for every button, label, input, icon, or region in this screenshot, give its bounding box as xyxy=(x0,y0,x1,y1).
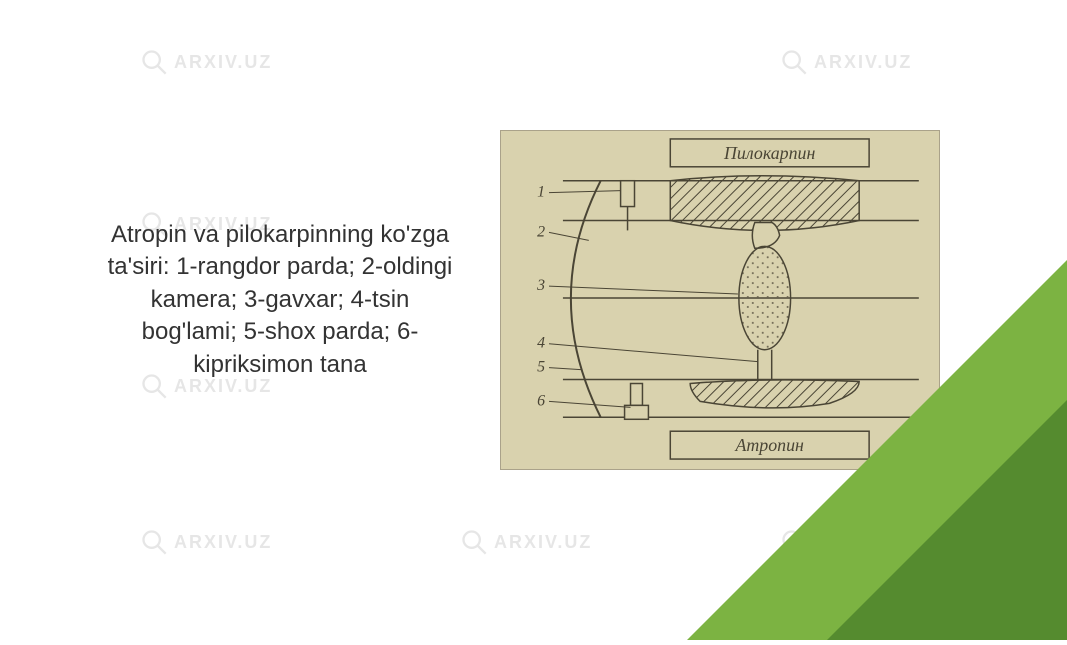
diagram-num-6: 6 xyxy=(537,392,545,409)
caption-text: Atropin va pilokarpinning ko'zga ta'siri… xyxy=(100,219,460,381)
diagram-num-5: 5 xyxy=(537,359,545,376)
diagram-num-2: 2 xyxy=(537,223,545,240)
diagram-num-1: 1 xyxy=(537,184,545,201)
diagram-num-3: 3 xyxy=(536,277,545,294)
diagram-num-4: 4 xyxy=(537,335,545,352)
decor-triangles xyxy=(687,220,1067,640)
diagram-top-label: Пилокарпин xyxy=(723,143,815,163)
